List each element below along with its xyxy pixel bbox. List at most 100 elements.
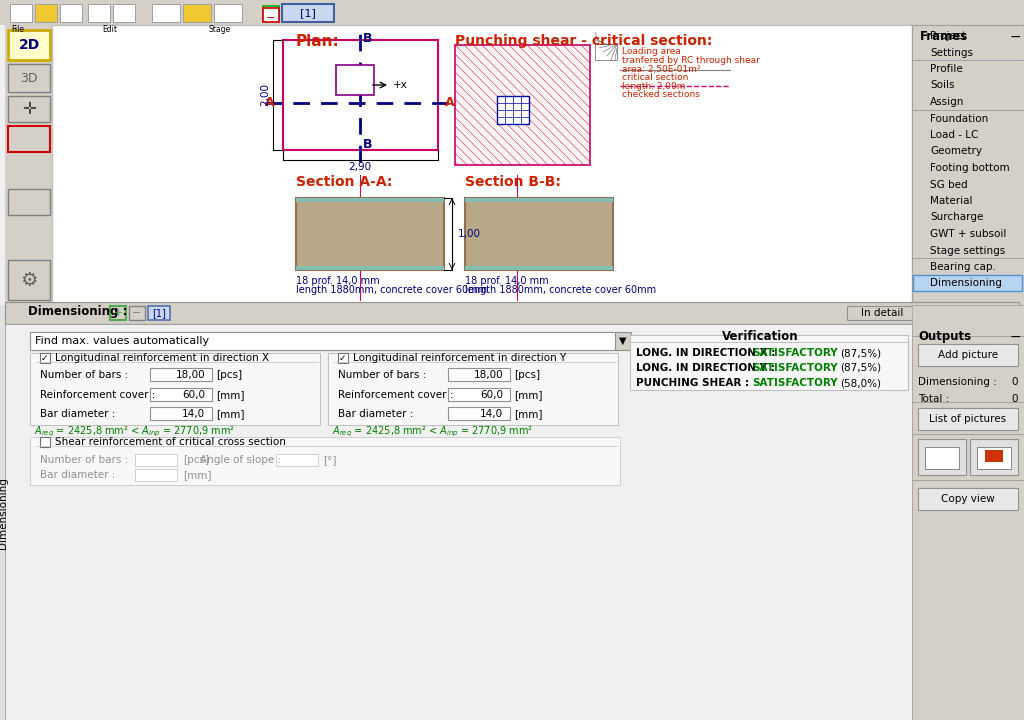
- Bar: [129, 306, 145, 320]
- Bar: [455, 45, 590, 165]
- Bar: [985, 450, 1002, 462]
- Text: ✛: ✛: [23, 100, 36, 118]
- Text: Number of bars :: Number of bars :: [40, 370, 128, 380]
- Text: Assign: Assign: [930, 97, 965, 107]
- Bar: [0, 25, 5, 305]
- Text: −: −: [1010, 330, 1021, 344]
- Bar: [918, 344, 1018, 366]
- Bar: [0, 305, 1024, 720]
- Text: Dimensioning :: Dimensioning :: [28, 305, 127, 318]
- Bar: [925, 447, 959, 469]
- Bar: [135, 469, 177, 481]
- Text: [mm]: [mm]: [216, 409, 245, 419]
- Bar: [150, 407, 212, 420]
- Text: (87,5%): (87,5%): [840, 348, 881, 358]
- Bar: [30, 353, 319, 425]
- Text: 18,00: 18,00: [175, 370, 205, 380]
- Text: (87,5%): (87,5%): [840, 363, 881, 373]
- Text: [mm]: [mm]: [514, 390, 543, 400]
- Text: 2,90: 2,90: [348, 162, 372, 172]
- Text: Bar diameter :: Bar diameter :: [338, 409, 414, 419]
- Text: +: +: [114, 308, 123, 318]
- Text: 0: 0: [1012, 394, 1018, 404]
- Text: Copy view: Copy view: [941, 494, 995, 504]
- Text: Dimensioning: Dimensioning: [0, 477, 8, 549]
- Bar: [8, 126, 50, 152]
- Text: SATISFACTORY: SATISFACTORY: [752, 378, 838, 388]
- Bar: [150, 388, 212, 401]
- Text: 18 prof. 14,0 mm: 18 prof. 14,0 mm: [465, 276, 549, 286]
- Text: Material: Material: [930, 196, 973, 206]
- Bar: [497, 96, 529, 124]
- Text: ✓: ✓: [338, 354, 346, 362]
- Text: Add picture: Add picture: [938, 350, 998, 360]
- Bar: [0, 0, 1024, 25]
- Bar: [918, 488, 1018, 510]
- Bar: [465, 198, 613, 202]
- Text: 14,0: 14,0: [182, 409, 205, 419]
- Bar: [113, 4, 135, 22]
- Text: Project: Project: [930, 31, 966, 41]
- Bar: [10, 4, 32, 22]
- Text: 18,00: 18,00: [473, 370, 503, 380]
- Bar: [52, 25, 912, 305]
- Text: (58,0%): (58,0%): [840, 378, 881, 388]
- Bar: [449, 388, 510, 401]
- Bar: [615, 332, 631, 350]
- Text: LONG. IN DIRECTION Y :: LONG. IN DIRECTION Y :: [636, 363, 775, 373]
- Text: In detail: In detail: [861, 308, 903, 318]
- Bar: [455, 45, 590, 165]
- Bar: [5, 302, 1019, 324]
- Bar: [8, 64, 50, 92]
- Text: Shear reinforcement of critical cross section: Shear reinforcement of critical cross se…: [55, 437, 286, 447]
- Bar: [912, 25, 1024, 305]
- Bar: [8, 30, 50, 60]
- Text: [pcs]: [pcs]: [216, 370, 242, 380]
- Bar: [8, 260, 50, 300]
- Bar: [30, 437, 620, 485]
- Text: [mm]: [mm]: [514, 409, 543, 419]
- Text: Number of bars :: Number of bars :: [338, 370, 426, 380]
- Text: Dimensioning: Dimensioning: [930, 279, 1001, 289]
- Text: File: File: [11, 25, 25, 34]
- Text: A: A: [445, 96, 455, 109]
- Bar: [40, 437, 50, 447]
- Text: PUNCHING SHEAR :: PUNCHING SHEAR :: [636, 378, 750, 388]
- Text: length 1880mm, concrete cover 60mm: length 1880mm, concrete cover 60mm: [465, 285, 656, 295]
- Text: Outputs: Outputs: [918, 330, 971, 343]
- Text: Bar diameter :: Bar diameter :: [40, 409, 116, 419]
- Text: length 1880mm, concrete cover 60mm: length 1880mm, concrete cover 60mm: [296, 285, 487, 295]
- Text: area: 2,50E-01m²: area: 2,50E-01m²: [622, 65, 700, 74]
- Bar: [595, 44, 617, 60]
- Bar: [0, 305, 5, 720]
- Text: Footing bottom: Footing bottom: [930, 163, 1010, 173]
- Bar: [296, 266, 444, 270]
- Text: ✓: ✓: [40, 354, 48, 362]
- Text: [pcs]: [pcs]: [514, 370, 540, 380]
- Text: Profile: Profile: [930, 64, 963, 74]
- Text: $A_{req}$ = 2425,8 mm² < $A_{inp}$ = 2770,9 mm²: $A_{req}$ = 2425,8 mm² < $A_{inp}$ = 277…: [332, 425, 532, 439]
- Text: Longitudinal reinforcement in direction X: Longitudinal reinforcement in direction …: [55, 353, 269, 363]
- Bar: [152, 4, 180, 22]
- Text: GWT + subsoil: GWT + subsoil: [930, 229, 1007, 239]
- Text: Angle of slope :: Angle of slope :: [200, 455, 282, 465]
- Text: 18 prof. 14,0 mm: 18 prof. 14,0 mm: [296, 276, 380, 286]
- Bar: [60, 4, 82, 22]
- Text: critical section: critical section: [622, 73, 688, 82]
- Text: [1]: [1]: [300, 8, 316, 18]
- Text: Geometry: Geometry: [930, 146, 982, 156]
- Text: [mm]: [mm]: [183, 470, 212, 480]
- Text: 1,00: 1,00: [458, 229, 481, 239]
- Text: Bearing cap.: Bearing cap.: [930, 262, 996, 272]
- Bar: [847, 306, 918, 320]
- Bar: [0, 25, 52, 305]
- Bar: [630, 335, 908, 390]
- Text: ⚙: ⚙: [20, 271, 38, 289]
- Text: tranfered by RC through shear: tranfered by RC through shear: [622, 56, 760, 65]
- Text: Stage settings: Stage settings: [930, 246, 1006, 256]
- Text: Frames: Frames: [920, 30, 969, 43]
- Text: −: −: [266, 13, 275, 23]
- Bar: [282, 4, 334, 22]
- Bar: [465, 266, 613, 270]
- Bar: [35, 4, 57, 22]
